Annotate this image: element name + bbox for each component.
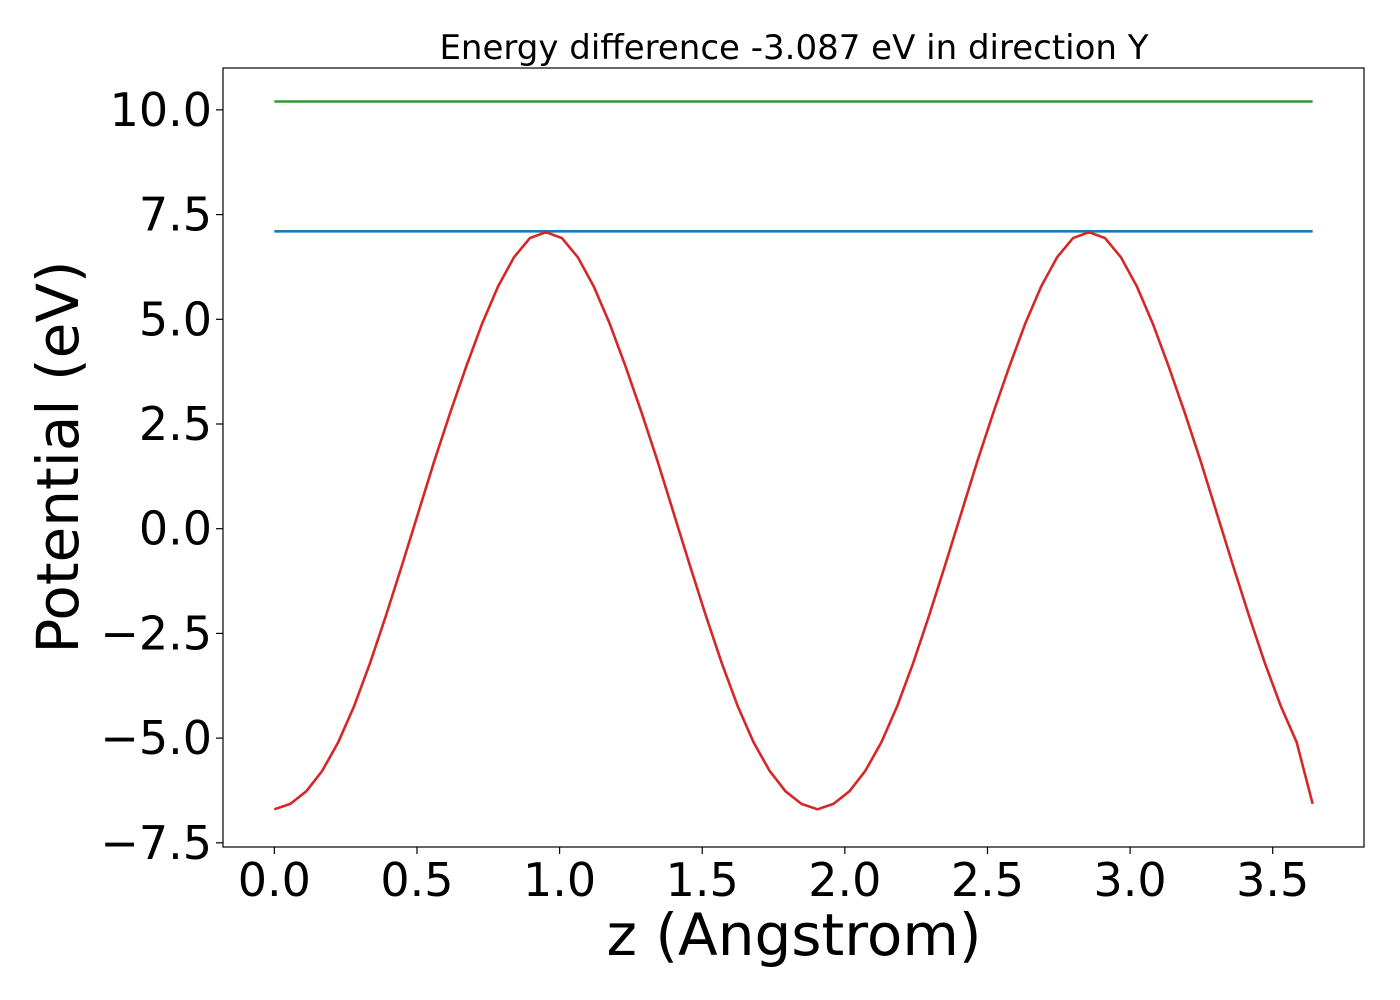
y-axis-ticks: −7.5 −5.0 −2.5 0.0 2.5 5.0 7.5 10.0 — [100, 83, 223, 870]
y-tick-label: 10.0 — [110, 83, 212, 137]
y-tick-label: 0.0 — [139, 502, 212, 556]
y-tick-label: 2.5 — [139, 397, 212, 451]
plot-lines — [273, 100, 1314, 811]
series-line-3 — [273, 230, 1314, 811]
x-tick-label: 1.5 — [666, 853, 739, 907]
y-tick-label: −5.0 — [100, 711, 212, 765]
x-tick-label: 3.5 — [1236, 853, 1309, 907]
x-tick-label: 3.0 — [1094, 853, 1167, 907]
y-tick-label: 5.0 — [139, 292, 212, 346]
x-tick-label: 2.5 — [951, 853, 1024, 907]
x-tick-label: 0.5 — [380, 853, 453, 907]
x-axis-ticks: 0.0 0.5 1.0 1.5 2.0 2.5 3.0 3.5 — [238, 847, 1309, 907]
y-tick-label: 7.5 — [139, 188, 212, 242]
x-axis-label: z (Angstrom) — [607, 901, 982, 969]
plot-frame — [222, 67, 1365, 848]
y-axis-label: Potential (eV) — [24, 260, 92, 653]
y-tick-label: −7.5 — [100, 816, 212, 870]
x-tick-label: 2.0 — [808, 853, 881, 907]
y-tick-label: −2.5 — [100, 606, 212, 660]
x-tick-label: 0.0 — [238, 853, 311, 907]
x-tick-label: 1.0 — [523, 853, 596, 907]
chart-title: Energy difference -3.087 eV in direction… — [439, 28, 1148, 68]
